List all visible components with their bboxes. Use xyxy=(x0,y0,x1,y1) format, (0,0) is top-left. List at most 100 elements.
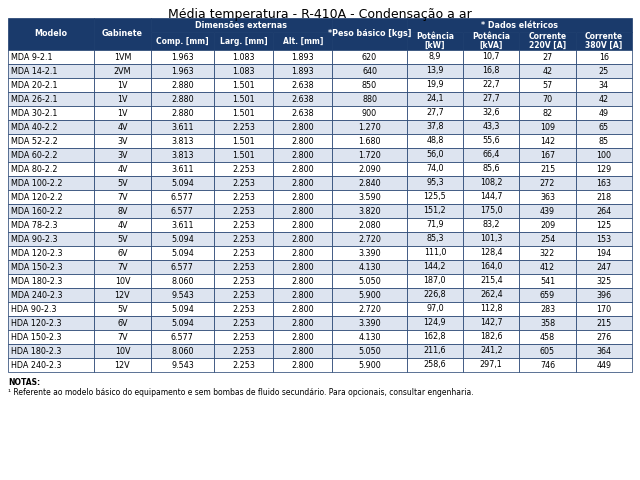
Text: HDA 180-2.3: HDA 180-2.3 xyxy=(11,347,61,356)
Text: 37,8: 37,8 xyxy=(426,122,444,132)
Bar xyxy=(94,302,150,316)
Text: 142,7: 142,7 xyxy=(480,319,502,327)
Bar xyxy=(94,92,150,106)
Bar xyxy=(520,260,576,274)
Text: 605: 605 xyxy=(540,347,555,356)
Text: 97,0: 97,0 xyxy=(426,304,444,313)
Text: 2.880: 2.880 xyxy=(171,81,194,89)
Bar xyxy=(407,204,463,218)
Text: 125,5: 125,5 xyxy=(424,192,446,202)
Text: 262,4: 262,4 xyxy=(480,290,502,300)
Bar xyxy=(407,120,463,134)
Bar xyxy=(463,162,520,176)
Text: 2.800: 2.800 xyxy=(291,263,314,272)
Bar xyxy=(214,302,273,316)
Bar xyxy=(332,92,407,106)
Text: Média temperatura - R-410A - Condensação a ar: Média temperatura - R-410A - Condensação… xyxy=(168,8,472,21)
Bar xyxy=(407,288,463,302)
Text: 151,2: 151,2 xyxy=(424,206,446,216)
Bar xyxy=(332,106,407,120)
Bar xyxy=(150,246,214,260)
Bar xyxy=(576,78,632,92)
Bar xyxy=(273,64,332,78)
Bar xyxy=(463,344,520,358)
Text: 1.680: 1.680 xyxy=(358,136,381,145)
Text: MDA 40-2.2: MDA 40-2.2 xyxy=(11,122,58,132)
Text: 2VM: 2VM xyxy=(114,67,131,75)
Bar xyxy=(332,120,407,134)
Text: 900: 900 xyxy=(362,108,377,118)
Bar xyxy=(150,344,214,358)
Bar xyxy=(214,176,273,190)
Text: Potência
[kW]: Potência [kW] xyxy=(416,32,454,50)
Bar xyxy=(407,274,463,288)
Bar xyxy=(332,148,407,162)
Bar xyxy=(332,316,407,330)
Bar xyxy=(332,274,407,288)
Text: *Peso básico [kgs]: *Peso básico [kgs] xyxy=(328,29,412,38)
Text: 83,2: 83,2 xyxy=(483,220,500,229)
Text: 2.880: 2.880 xyxy=(171,108,194,118)
Text: 2.253: 2.253 xyxy=(232,235,255,243)
Text: MDA 20-2.1: MDA 20-2.1 xyxy=(11,81,58,89)
Bar xyxy=(214,162,273,176)
Text: 1.720: 1.720 xyxy=(358,151,381,159)
Bar xyxy=(407,190,463,204)
Text: MDA 80-2.2: MDA 80-2.2 xyxy=(11,165,58,173)
Bar xyxy=(520,302,576,316)
Text: 34: 34 xyxy=(599,81,609,89)
Text: 27,7: 27,7 xyxy=(426,108,444,118)
Text: 85: 85 xyxy=(599,136,609,145)
Bar xyxy=(520,246,576,260)
Text: Comp. [mm]: Comp. [mm] xyxy=(156,36,209,46)
Bar xyxy=(94,64,150,78)
Text: 1.963: 1.963 xyxy=(171,67,194,75)
Bar xyxy=(407,50,463,64)
Bar xyxy=(273,358,332,372)
Bar xyxy=(463,260,520,274)
Text: 6.577: 6.577 xyxy=(171,263,194,272)
Bar xyxy=(150,134,214,148)
Text: HDA 240-2.3: HDA 240-2.3 xyxy=(11,360,61,370)
Text: 9.543: 9.543 xyxy=(171,360,194,370)
Bar xyxy=(463,330,520,344)
Text: 4V: 4V xyxy=(117,220,128,229)
Text: 42: 42 xyxy=(599,95,609,104)
Bar xyxy=(150,260,214,274)
Text: 3V: 3V xyxy=(117,136,128,145)
Bar xyxy=(520,78,576,92)
Bar xyxy=(576,176,632,190)
Bar xyxy=(576,162,632,176)
Text: 449: 449 xyxy=(596,360,611,370)
Bar xyxy=(332,218,407,232)
Text: 396: 396 xyxy=(596,290,611,300)
Text: 6V: 6V xyxy=(117,319,128,327)
Text: 2.080: 2.080 xyxy=(358,220,381,229)
Bar xyxy=(94,78,150,92)
Text: 358: 358 xyxy=(540,319,555,327)
Bar xyxy=(332,204,407,218)
Text: 258,6: 258,6 xyxy=(424,360,446,370)
Text: Dimensões externas: Dimensões externas xyxy=(195,21,287,29)
Text: 283: 283 xyxy=(540,304,555,313)
Text: 3.590: 3.590 xyxy=(358,192,381,202)
Text: 187,0: 187,0 xyxy=(424,276,446,286)
Text: 2.720: 2.720 xyxy=(358,235,381,243)
Text: 16,8: 16,8 xyxy=(483,67,500,75)
Bar xyxy=(576,260,632,274)
Text: 5.094: 5.094 xyxy=(171,235,194,243)
Bar xyxy=(8,190,94,204)
Text: 363: 363 xyxy=(540,192,555,202)
Text: HDA 90-2.3: HDA 90-2.3 xyxy=(11,304,56,313)
Bar xyxy=(463,78,520,92)
Text: 3.820: 3.820 xyxy=(358,206,381,216)
Bar xyxy=(407,78,463,92)
Bar xyxy=(94,288,150,302)
Text: 82: 82 xyxy=(543,108,552,118)
Text: 8.060: 8.060 xyxy=(171,347,194,356)
Text: 32,6: 32,6 xyxy=(483,108,500,118)
Bar xyxy=(332,78,407,92)
Text: 85,3: 85,3 xyxy=(426,235,444,243)
Bar xyxy=(150,218,214,232)
Text: 322: 322 xyxy=(540,249,555,257)
